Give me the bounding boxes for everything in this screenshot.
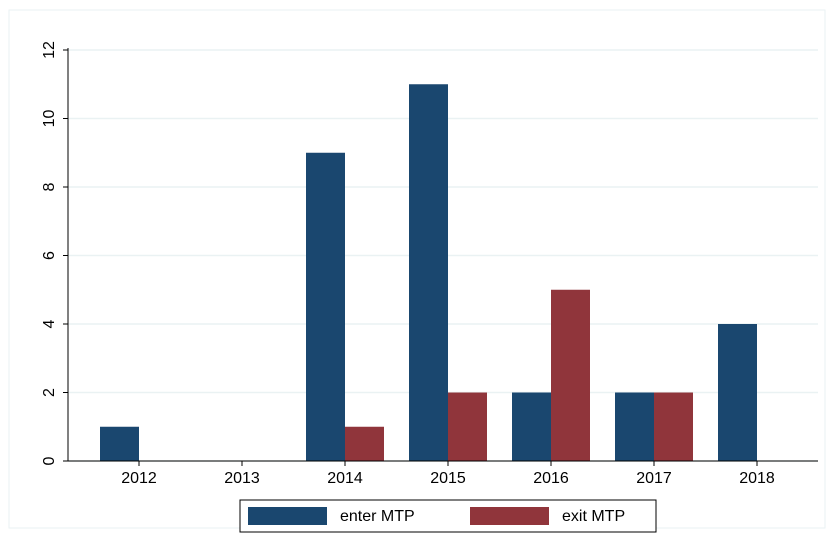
x-tick-label: 2012	[121, 470, 157, 487]
y-tick-label: 10	[41, 110, 58, 128]
bar	[306, 152, 345, 461]
y-tick-label: 2	[41, 388, 58, 397]
y-tick-label: 0	[41, 456, 58, 465]
x-tick-label: 2017	[636, 470, 672, 487]
bar	[100, 426, 139, 461]
bar	[409, 84, 448, 461]
y-tick-label: 8	[41, 182, 58, 191]
bar	[718, 324, 757, 461]
bar	[448, 392, 487, 461]
x-tick-label: 2015	[430, 470, 466, 487]
legend-label: exit MTP	[562, 508, 625, 525]
y-tick-label: 6	[41, 251, 58, 260]
bar	[345, 426, 384, 461]
bar	[615, 392, 654, 461]
legend-swatch	[248, 507, 327, 525]
x-tick-label: 2014	[327, 470, 363, 487]
legend-swatch	[470, 507, 549, 525]
bar	[512, 392, 551, 461]
y-tick-label: 4	[41, 319, 58, 328]
x-tick-label: 2016	[533, 470, 569, 487]
bar	[654, 392, 693, 461]
legend-label: enter MTP	[340, 508, 415, 525]
legend-box	[239, 499, 657, 533]
x-tick-label: 2013	[224, 470, 260, 487]
x-tick-label: 2018	[739, 470, 775, 487]
bar	[551, 289, 590, 461]
y-tick-label: 12	[41, 41, 58, 59]
